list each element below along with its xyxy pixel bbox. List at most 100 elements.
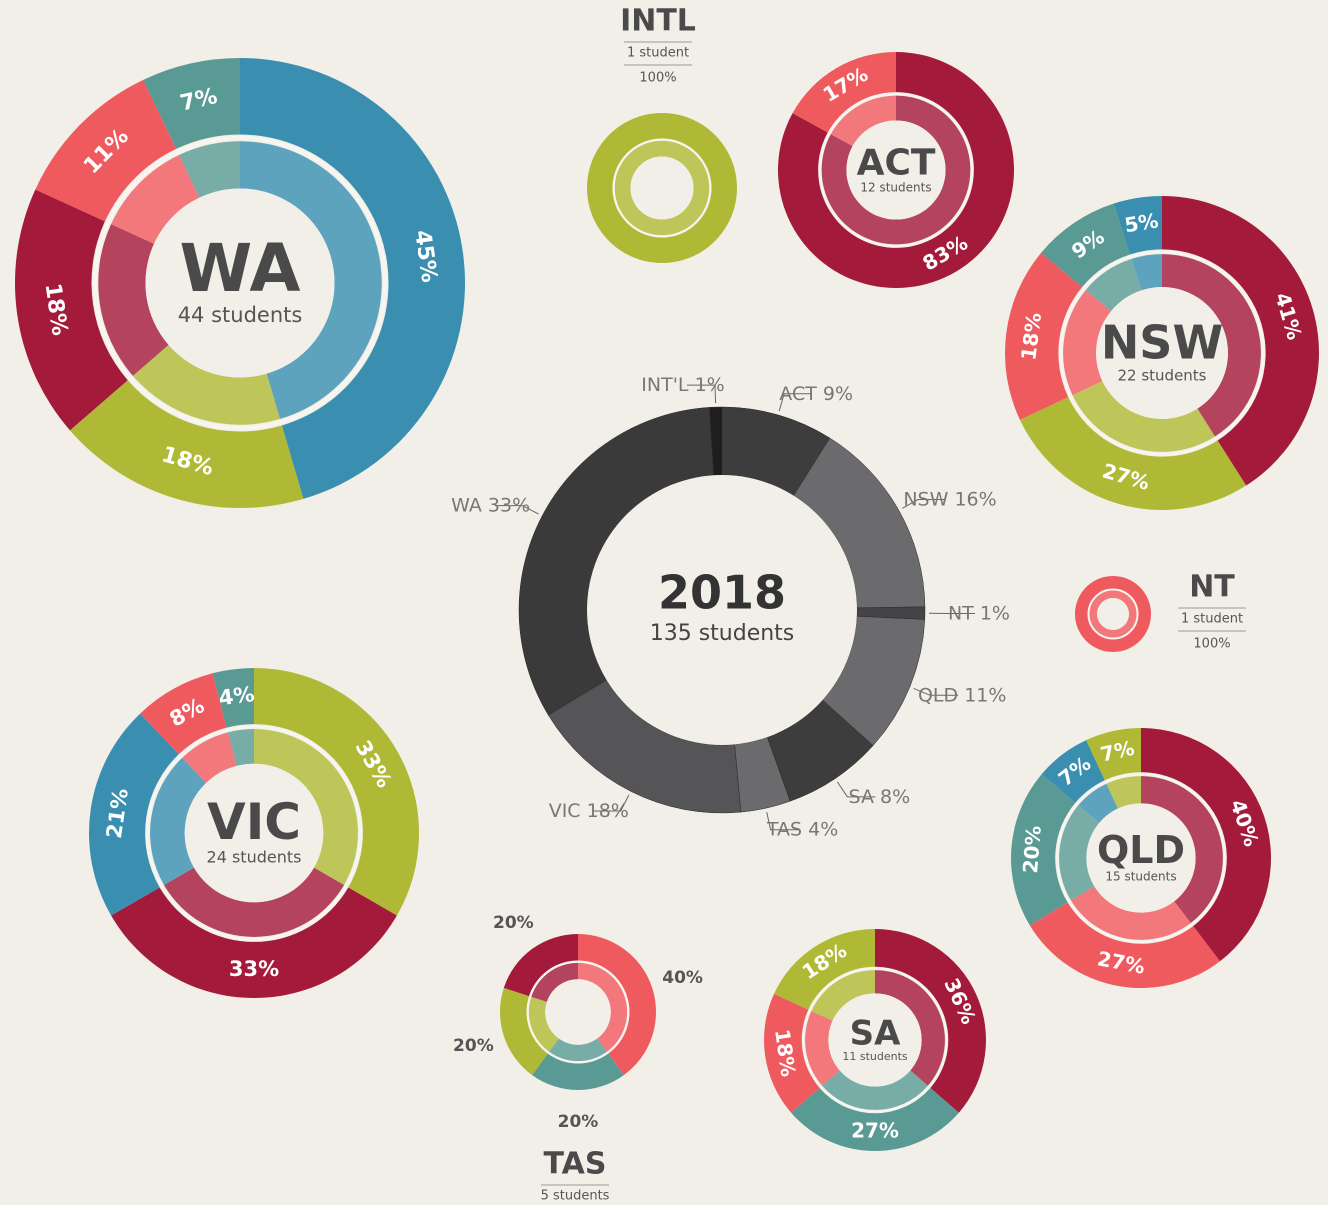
donut-chart: 40% 20% 20% 20% TAS 5 students bbox=[453, 913, 703, 1203]
center-disc bbox=[630, 156, 694, 220]
chart-title: QLD bbox=[1097, 828, 1185, 872]
inner-segment bbox=[805, 1010, 840, 1086]
chart-title: ACT bbox=[857, 143, 936, 184]
category-name: SA bbox=[849, 785, 874, 807]
leader-line bbox=[766, 812, 799, 831]
inner-segment bbox=[821, 95, 971, 245]
leader-line bbox=[913, 688, 959, 696]
category-name: WA bbox=[451, 494, 482, 516]
outer-segment bbox=[254, 668, 419, 916]
inner-segment bbox=[811, 970, 875, 1021]
value-label: 20% bbox=[453, 1036, 494, 1056]
chart-title: SA bbox=[850, 1013, 901, 1053]
value-label: 18% bbox=[587, 799, 629, 821]
value-label: 100% bbox=[1193, 637, 1230, 652]
inner-segment bbox=[150, 757, 207, 885]
outer-segment bbox=[503, 934, 578, 997]
leader-line bbox=[592, 794, 630, 812]
outer-segment bbox=[532, 1053, 624, 1090]
outer-segment bbox=[777, 52, 1014, 288]
outer-segment bbox=[1041, 740, 1105, 803]
outer-segment bbox=[1029, 902, 1221, 988]
inner-segment bbox=[179, 141, 240, 198]
outer-segment bbox=[140, 673, 227, 755]
value-label: 16% bbox=[954, 488, 996, 510]
outer-segment bbox=[240, 58, 465, 499]
inner-segment bbox=[822, 1070, 928, 1110]
chart-subtitle: 24 students bbox=[207, 848, 302, 867]
inner-segment bbox=[1141, 776, 1223, 924]
donut-chart: INTL 1 student 100% bbox=[586, 4, 737, 263]
inner-segment bbox=[98, 224, 169, 376]
outer-segment bbox=[1113, 196, 1162, 255]
outer-segment bbox=[1041, 203, 1130, 287]
inner-segment bbox=[1106, 776, 1141, 809]
chart-title: NSW bbox=[1101, 316, 1223, 370]
inner-segment bbox=[1131, 254, 1162, 291]
chart-subtitle: 12 students bbox=[860, 181, 931, 195]
center-disc bbox=[587, 475, 857, 745]
outer-segment bbox=[1011, 774, 1076, 926]
segment-label: SA 8% bbox=[849, 785, 911, 807]
category-name: VIC bbox=[549, 799, 581, 821]
center-disc bbox=[145, 188, 335, 378]
value-label: 9% bbox=[823, 382, 853, 404]
inner-segment bbox=[240, 141, 382, 420]
value-label: 33% bbox=[229, 957, 279, 981]
chart-subtitle: 135 students bbox=[650, 621, 795, 646]
category-name: INT'L bbox=[641, 374, 689, 396]
category-name: TAS bbox=[766, 818, 802, 840]
outer-segment bbox=[69, 380, 304, 509]
outer-segment bbox=[764, 993, 820, 1113]
outer-segment bbox=[1086, 728, 1141, 781]
divider-ring bbox=[146, 725, 362, 941]
category-name: ACT bbox=[779, 382, 817, 404]
chart-title: VIC bbox=[207, 793, 301, 851]
chart-title: NT bbox=[1189, 570, 1235, 605]
chart-title: TAS bbox=[544, 1147, 607, 1182]
leader-line bbox=[687, 384, 717, 404]
inner-segment bbox=[1078, 783, 1118, 823]
chart-title: INTL bbox=[620, 4, 696, 39]
center-disc bbox=[545, 979, 611, 1045]
donut-chart: NT 1 student 100% bbox=[1074, 570, 1246, 652]
segment-label: VIC 18% bbox=[549, 799, 629, 821]
segment-label: INT'L 1% bbox=[641, 374, 724, 396]
outer-segment bbox=[586, 113, 737, 263]
segment-label: TAS 4% bbox=[766, 818, 838, 840]
value-label: 40% bbox=[662, 968, 703, 988]
inner-segment bbox=[254, 729, 358, 885]
inner-segment bbox=[875, 970, 945, 1086]
inner-segment bbox=[1063, 289, 1112, 396]
leader-line bbox=[778, 393, 813, 412]
inner-segment bbox=[830, 95, 896, 147]
outer-segment bbox=[212, 668, 254, 728]
outer-segment bbox=[875, 929, 986, 1113]
chart-subtitle: 22 students bbox=[1117, 367, 1206, 385]
divider-ring bbox=[612, 138, 712, 238]
chart-subtitle: 15 students bbox=[1105, 870, 1176, 884]
inner-segment bbox=[163, 867, 345, 937]
outer-segment bbox=[35, 79, 177, 222]
segment-label: NT 1% bbox=[948, 602, 1010, 624]
inner-segment bbox=[132, 344, 280, 425]
chart-subtitle: 1 student bbox=[627, 46, 689, 61]
outer-segment bbox=[1004, 252, 1083, 420]
segment-label: NSW 16% bbox=[903, 488, 996, 510]
leader-line bbox=[902, 499, 947, 509]
outer-segment bbox=[1019, 397, 1247, 510]
value-label: 20% bbox=[493, 913, 534, 933]
value-label: 27% bbox=[851, 1119, 899, 1143]
category-name: QLD bbox=[918, 684, 958, 706]
inner-segment bbox=[578, 962, 628, 1052]
inner-segment bbox=[227, 729, 254, 766]
center-disc bbox=[1086, 803, 1196, 913]
value-label: 8% bbox=[880, 785, 910, 807]
chart-subtitle: 5 students bbox=[541, 1189, 610, 1204]
chart-subtitle: 44 students bbox=[178, 303, 303, 327]
